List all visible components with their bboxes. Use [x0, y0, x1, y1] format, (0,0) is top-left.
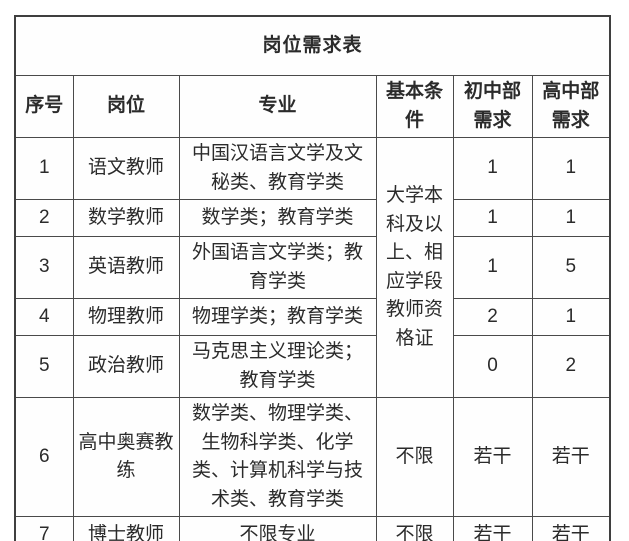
- table-row-3: 3 英语教师 外国语言文学类；教育学类 1 5: [14, 236, 611, 299]
- row1-no: 1: [14, 137, 74, 200]
- header-junior-demand: 初中部需求: [452, 75, 533, 138]
- row2-no: 2: [14, 199, 74, 237]
- row2-junior: 1: [452, 199, 533, 237]
- table-row-1: 1 语文教师 中国汉语言文学及文秘类、教育学类 大学本科及以上、相应学段教师资格…: [14, 137, 611, 398]
- row5-junior: 0: [452, 335, 533, 398]
- row7-junior: 若干: [452, 516, 533, 541]
- header-condition: 基本条件: [375, 75, 454, 138]
- table-row-2: 2 数学教师 数学类；教育学类 1 1: [14, 199, 611, 237]
- row4-senior: 1: [531, 298, 611, 336]
- row3-position: 英语教师: [72, 236, 180, 299]
- row7-condition: 不限: [375, 516, 454, 541]
- row4-no: 4: [14, 298, 74, 336]
- row7-senior: 若干: [531, 516, 611, 541]
- row5-no: 5: [14, 335, 74, 398]
- header-position: 岗位: [72, 75, 180, 138]
- row6-major: 数学类、物理学类、生物科学类、化学类、计算机科学与技术类、教育学类: [178, 397, 377, 517]
- row2-senior: 1: [531, 199, 611, 237]
- row3-major: 外国语言文学类；教育学类: [178, 236, 377, 299]
- row6-no: 6: [14, 397, 74, 517]
- table-row-6: 6 高中奥赛教练 数学类、物理学类、生物科学类、化学类、计算机科学与技术类、教育…: [14, 397, 611, 517]
- row1-senior: 1: [531, 137, 611, 200]
- table-row-4: 4 物理教师 物理学类；教育学类 2 1: [14, 298, 611, 336]
- row1-position: 语文教师: [72, 137, 180, 200]
- header-no: 序号: [14, 75, 74, 138]
- merged-basic-condition: 大学本科及以上、相应学段教师资格证: [375, 137, 454, 398]
- row4-position: 物理教师: [72, 298, 180, 336]
- header-senior-demand: 高中部需求: [531, 75, 611, 138]
- row4-major: 物理学类；教育学类: [178, 298, 377, 336]
- row1-major: 中国汉语言文学及文秘类、教育学类: [178, 137, 377, 200]
- table-row-5: 5 政治教师 马克思主义理论类；教育学类 0 2: [14, 335, 611, 398]
- row2-position: 数学教师: [72, 199, 180, 237]
- row5-senior: 2: [531, 335, 611, 398]
- row6-position: 高中奥赛教练: [72, 397, 180, 517]
- header-row: 序号 岗位 专业 基本条件 初中部需求 高中部需求: [14, 75, 611, 138]
- row7-major: 不限专业: [178, 516, 377, 541]
- row7-position: 博士教师: [72, 516, 180, 541]
- row4-junior: 2: [452, 298, 533, 336]
- row5-position: 政治教师: [72, 335, 180, 398]
- row6-senior: 若干: [531, 397, 611, 517]
- row6-condition: 不限: [375, 397, 454, 517]
- job-requirements-table: 岗位需求表 序号 岗位 专业 基本条件 初中部需求 高中部需求 1 语文教师 中…: [14, 15, 612, 541]
- table-title: 岗位需求表: [14, 15, 611, 76]
- row1-junior: 1: [452, 137, 533, 200]
- row5-major: 马克思主义理论类；教育学类: [178, 335, 377, 398]
- header-major: 专业: [178, 75, 377, 138]
- row2-major: 数学类；教育学类: [178, 199, 377, 237]
- row6-junior: 若干: [452, 397, 533, 517]
- row3-senior: 5: [531, 236, 611, 299]
- title-row: 岗位需求表: [14, 15, 611, 76]
- row3-no: 3: [14, 236, 74, 299]
- row7-no: 7: [14, 516, 74, 541]
- table-row-7: 7 博士教师 不限专业 不限 若干 若干: [14, 516, 611, 541]
- row3-junior: 1: [452, 236, 533, 299]
